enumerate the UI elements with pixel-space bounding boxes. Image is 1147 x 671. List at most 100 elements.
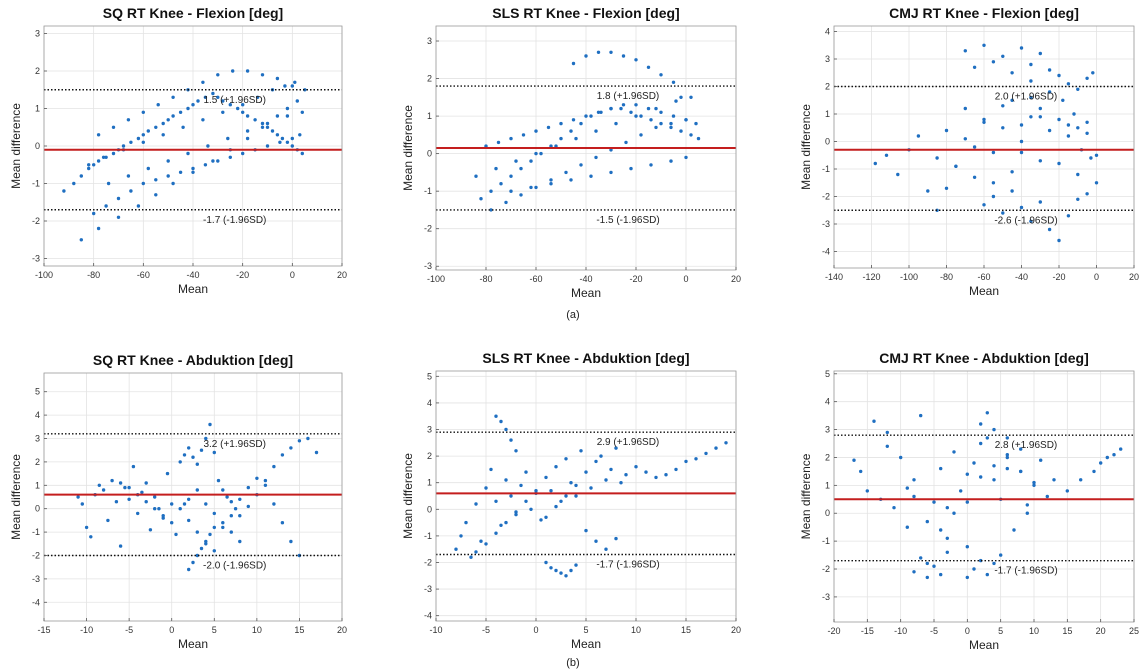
data-point: [671, 114, 676, 118]
y-tick-label: 3: [35, 434, 40, 444]
data-point: [1076, 126, 1080, 130]
data-point: [211, 91, 215, 96]
data-point: [982, 117, 986, 122]
data-point: [1019, 447, 1023, 451]
data-point: [1038, 51, 1043, 56]
data-point: [129, 140, 133, 144]
data-point: [1001, 211, 1005, 215]
data-point: [246, 485, 250, 490]
y-tick-label: 0: [427, 504, 432, 514]
data-point: [228, 103, 232, 107]
data-point: [469, 555, 473, 559]
data-point: [1019, 469, 1023, 474]
data-point: [1047, 128, 1052, 133]
data-point: [314, 450, 319, 455]
y-tick-label: 1: [35, 104, 40, 114]
x-tick-label: 15: [1062, 626, 1072, 636]
data-point: [963, 137, 967, 141]
y-axis-label: Mean difference: [9, 454, 23, 540]
lower-loa-label: -1.5 (-1.96SD): [596, 215, 659, 226]
data-point: [494, 531, 498, 535]
y-tick-label: 3: [427, 36, 432, 46]
data-point: [171, 114, 175, 118]
data-point: [1001, 54, 1005, 58]
data-point: [1119, 447, 1123, 451]
data-point: [212, 511, 216, 516]
data-point: [204, 542, 208, 546]
data-point: [181, 125, 185, 129]
data-point: [191, 560, 195, 565]
data-point: [306, 436, 310, 441]
data-point: [965, 575, 969, 580]
data-point: [229, 500, 233, 504]
y-tick-label: 0: [427, 149, 432, 159]
data-point: [569, 568, 573, 573]
y-tick-label: 5: [825, 369, 830, 379]
data-point: [228, 155, 232, 159]
data-point: [569, 481, 573, 485]
data-point: [208, 532, 212, 537]
data-point: [118, 481, 123, 485]
data-point: [216, 478, 221, 483]
y-tick-label: 2: [825, 452, 830, 462]
data-point: [241, 110, 245, 115]
data-point: [559, 499, 563, 503]
data-point: [664, 473, 668, 477]
data-point: [992, 561, 996, 566]
data-point: [489, 467, 493, 472]
data-point: [885, 430, 889, 435]
data-point: [116, 196, 121, 201]
data-point: [1089, 156, 1093, 160]
data-point: [684, 155, 688, 160]
data-point: [534, 151, 538, 156]
data-point: [1076, 172, 1080, 177]
data-point: [609, 106, 613, 111]
x-tick-label: 20: [731, 274, 741, 284]
data-point: [89, 535, 93, 539]
data-point: [669, 125, 673, 130]
data-point: [178, 460, 182, 464]
x-tick-label: 0: [533, 625, 538, 635]
data-point: [76, 495, 80, 499]
data-point: [599, 110, 603, 115]
data-point: [1094, 153, 1099, 157]
x-tick-label: -40: [579, 274, 592, 284]
data-point: [1094, 181, 1099, 185]
data-point: [106, 518, 110, 523]
data-point: [270, 129, 275, 133]
data-point: [110, 478, 114, 483]
data-point: [182, 502, 187, 506]
data-point: [584, 528, 588, 533]
x-tick-label: 20: [731, 625, 741, 635]
data-point: [509, 136, 513, 141]
data-point: [104, 204, 108, 208]
data-point: [919, 556, 923, 560]
data-point: [191, 170, 195, 174]
data-point: [255, 476, 259, 480]
upper-loa-label: 2.8 (+1.96SD): [995, 440, 1058, 451]
data-point: [182, 453, 187, 457]
upper-loa-label: 2.0 (+1.96SD): [995, 92, 1058, 103]
data-point: [1029, 62, 1033, 67]
data-point: [991, 181, 996, 185]
data-point: [599, 454, 603, 458]
data-point: [972, 145, 977, 149]
data-point: [1019, 205, 1024, 210]
data-point: [634, 103, 638, 107]
x-tick-label: -80: [87, 270, 100, 280]
x-tick-label: 0: [290, 270, 295, 280]
data-point: [594, 155, 598, 160]
data-point: [1029, 95, 1033, 100]
data-point: [659, 121, 663, 126]
x-tick-label: -20: [236, 270, 249, 280]
data-point: [1005, 455, 1009, 460]
panels: 1.5 (+1.96SD)-1.7 (-1.96SD)-100 -80 -60 -40…: [9, 5, 1139, 652]
data-point: [474, 174, 478, 178]
data-point: [574, 494, 578, 498]
data-point: [195, 488, 199, 492]
data-point: [191, 455, 195, 459]
data-point: [1038, 159, 1043, 163]
data-point: [1029, 79, 1033, 83]
data-point: [499, 182, 503, 186]
data-point: [62, 189, 66, 193]
